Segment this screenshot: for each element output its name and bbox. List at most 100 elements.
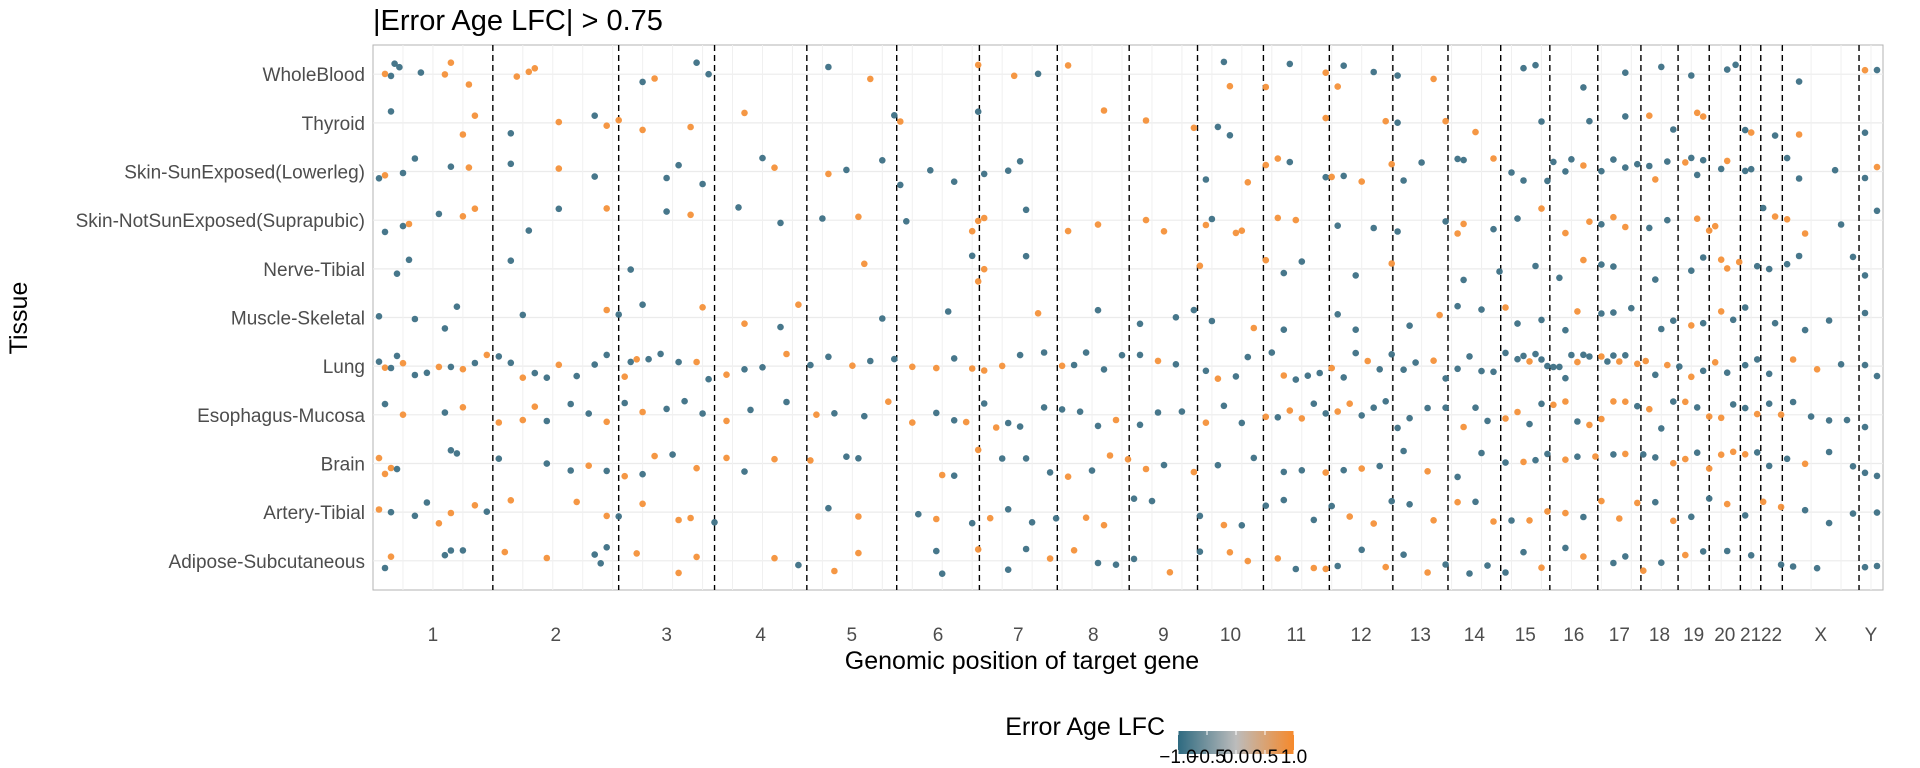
- data-point: [1699, 113, 1707, 120]
- data-point: [735, 204, 742, 211]
- data-point: [1753, 410, 1761, 418]
- data-point: [525, 227, 533, 234]
- data-point: [1682, 455, 1689, 463]
- data-point: [1598, 167, 1605, 175]
- data-point: [1454, 230, 1461, 237]
- data-point: [603, 418, 610, 426]
- data-point: [938, 471, 946, 479]
- data-point: [1747, 552, 1755, 559]
- data-point: [633, 356, 640, 363]
- data-point: [1664, 216, 1671, 224]
- data-point: [1622, 164, 1629, 171]
- data-point: [1837, 221, 1845, 228]
- data-point: [693, 553, 700, 561]
- data-point: [903, 218, 910, 225]
- data-point: [1711, 359, 1719, 366]
- data-point: [1322, 410, 1329, 417]
- data-point: [1022, 545, 1030, 553]
- data-point: [1340, 172, 1347, 180]
- data-point: [465, 81, 473, 88]
- data-point: [1861, 129, 1869, 136]
- data-point: [1412, 359, 1419, 366]
- data-point: [1310, 564, 1318, 572]
- data-point: [1550, 158, 1557, 166]
- legend-tick-label: −0.5: [1188, 747, 1226, 768]
- data-point: [1124, 456, 1132, 463]
- data-point: [1478, 306, 1485, 313]
- data-point: [1699, 156, 1707, 164]
- data-point: [1454, 365, 1461, 373]
- data-point: [1640, 451, 1647, 458]
- data-point: [423, 369, 431, 377]
- data-point: [1765, 265, 1773, 273]
- data-point: [411, 512, 419, 520]
- data-point: [1873, 207, 1881, 215]
- data-point: [1634, 160, 1641, 168]
- data-point: [1610, 451, 1617, 458]
- data-point: [741, 468, 748, 475]
- data-point: [1064, 62, 1072, 69]
- data-point: [1783, 455, 1791, 463]
- data-point: [597, 560, 604, 567]
- data-point: [938, 570, 946, 577]
- data-point: [633, 550, 640, 557]
- data-point: [447, 163, 455, 170]
- data-point: [1562, 326, 1569, 334]
- data-point: [645, 355, 652, 363]
- data-point: [381, 70, 389, 78]
- data-point: [1688, 72, 1695, 79]
- data-point: [1496, 268, 1503, 275]
- data-point: [831, 410, 838, 417]
- data-point: [1688, 267, 1695, 275]
- data-point: [1849, 510, 1857, 517]
- data-point: [1208, 317, 1216, 325]
- data-point: [1070, 547, 1078, 554]
- data-point: [399, 359, 407, 367]
- data-point: [1244, 353, 1252, 361]
- data-point: [543, 374, 551, 382]
- data-point: [1226, 82, 1234, 90]
- data-point: [1753, 262, 1761, 270]
- data-point: [855, 549, 862, 557]
- data-point: [1262, 413, 1270, 421]
- data-point: [1352, 272, 1359, 279]
- data-point: [1370, 68, 1377, 76]
- data-point: [741, 109, 748, 117]
- data-point: [1741, 167, 1749, 175]
- data-point: [651, 75, 658, 82]
- data-point: [1795, 252, 1803, 260]
- y-axis-title: Tissue: [5, 282, 33, 355]
- data-point: [1178, 408, 1186, 415]
- y-tick-labels: Adipose-Subcutaneous Artery-Tibial Brain Es…: [76, 65, 366, 573]
- data-point: [1861, 361, 1869, 369]
- data-point: [519, 374, 527, 382]
- data-point: [1484, 417, 1491, 425]
- data-point: [1538, 316, 1545, 324]
- x-tick-label: 21: [1740, 625, 1761, 646]
- data-point: [1622, 352, 1629, 359]
- data-point: [1490, 225, 1497, 233]
- data-point: [1046, 469, 1054, 476]
- data-point: [675, 161, 682, 169]
- data-point: [459, 547, 467, 554]
- data-point: [1052, 515, 1060, 522]
- data-point: [1532, 456, 1539, 464]
- data-point: [591, 551, 598, 558]
- data-point: [1699, 254, 1707, 261]
- data-point: [567, 467, 574, 474]
- data-point: [1723, 369, 1731, 377]
- data-point: [1466, 353, 1473, 360]
- data-point: [519, 416, 527, 424]
- data-point: [1783, 154, 1791, 162]
- data-point: [891, 112, 898, 119]
- data-point: [513, 73, 521, 80]
- data-point: [543, 417, 551, 425]
- data-point: [1040, 349, 1048, 356]
- data-point: [387, 72, 395, 80]
- data-point: [555, 361, 563, 369]
- data-point: [567, 400, 574, 408]
- data-point: [1693, 404, 1701, 411]
- data-point: [1004, 167, 1012, 174]
- data-point: [675, 516, 682, 524]
